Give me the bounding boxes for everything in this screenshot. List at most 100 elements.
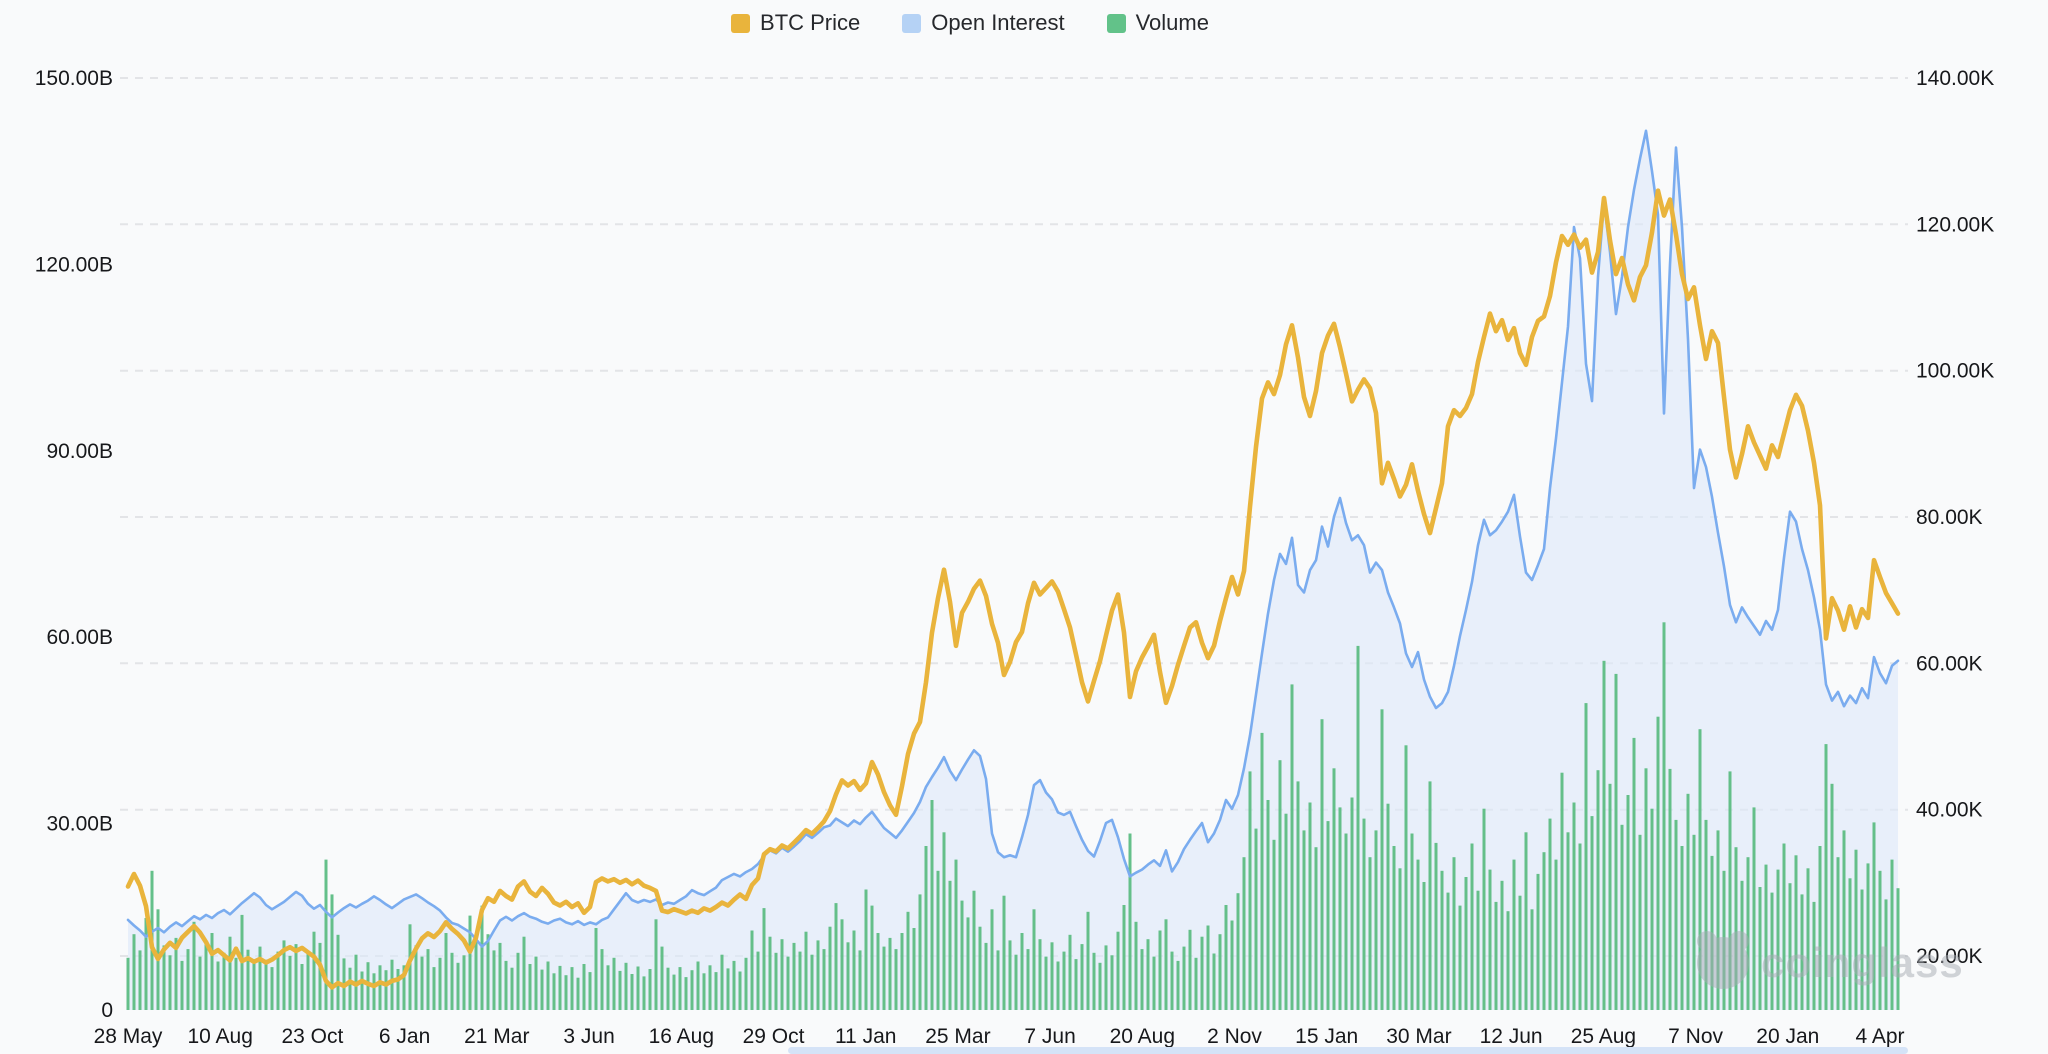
volume-bar: [1260, 732, 1264, 1010]
volume-bar: [1752, 807, 1756, 1010]
volume-bar: [870, 905, 874, 1010]
volume-bar: [1002, 895, 1006, 1010]
volume-bar: [1584, 703, 1588, 1010]
volume-bar: [1344, 833, 1348, 1010]
volume-bar: [1320, 719, 1324, 1010]
volume-bar: [552, 973, 556, 1010]
volume-bar: [1644, 768, 1648, 1010]
x-axis-label: 7 Jun: [1024, 1025, 1075, 1048]
volume-bar: [1842, 830, 1846, 1010]
volume-bar: [918, 894, 922, 1010]
volume-bar: [960, 900, 964, 1010]
x-axis-label: 2 Nov: [1207, 1025, 1262, 1048]
volume-bar: [126, 957, 130, 1010]
volume-bar: [1200, 936, 1204, 1010]
y-axis-right-label: 120.00K: [1916, 213, 1994, 236]
volume-bar: [1896, 888, 1900, 1010]
volume-bar: [1548, 818, 1552, 1010]
volume-bar: [588, 972, 592, 1010]
volume-bar: [162, 945, 166, 1010]
volume-bar: [1734, 847, 1738, 1010]
volume-bar: [606, 965, 610, 1010]
volume-bar: [1368, 857, 1372, 1010]
volume-bar: [408, 924, 412, 1010]
volume-bar: [504, 960, 508, 1010]
volume-bar: [600, 949, 604, 1010]
watermark: coinglass: [1697, 931, 1963, 989]
volume-bar: [738, 971, 742, 1010]
volume-bar: [558, 965, 562, 1010]
volume-bar: [624, 962, 628, 1010]
y-axis-right-label: 100.00K: [1916, 360, 1994, 383]
volume-bar: [1512, 859, 1516, 1010]
volume-bar: [324, 859, 328, 1010]
volume-bar: [456, 962, 460, 1010]
volume-bar: [480, 905, 484, 1010]
volume-bar: [1632, 737, 1636, 1010]
volume-bar: [414, 945, 418, 1010]
volume-bar: [672, 974, 676, 1010]
volume-bar: [1812, 901, 1816, 1010]
volume-bar: [888, 937, 892, 1010]
legend-item-volume[interactable]: Volume: [1106, 11, 1209, 35]
x-axis-label: 10 Aug: [187, 1025, 252, 1048]
volume-bar: [1770, 892, 1774, 1010]
y-axis-right-label: 80.00K: [1916, 506, 1983, 529]
volume-bar: [1398, 868, 1402, 1010]
volume-bar: [912, 928, 916, 1010]
volume-bar: [1434, 842, 1438, 1010]
y-axis-right-label: 60.00K: [1916, 652, 1983, 675]
volume-bar: [1716, 830, 1720, 1010]
volume-bar: [1890, 859, 1894, 1010]
volume-bar: [894, 949, 898, 1010]
legend-item-open-interest[interactable]: Open Interest: [902, 11, 1065, 35]
volume-bar: [138, 950, 142, 1010]
volume-bar: [360, 971, 364, 1010]
volume-bar: [690, 970, 694, 1010]
volume-bar: [1458, 905, 1462, 1010]
volume-bar: [396, 969, 400, 1010]
volume-bar: [900, 933, 904, 1010]
volume-bar: [1860, 889, 1864, 1010]
volume-bar: [762, 908, 766, 1010]
volume-bar: [1668, 768, 1672, 1010]
volume-bar: [1884, 899, 1888, 1010]
horizontal-scrollbar-thumb[interactable]: [788, 1047, 1908, 1054]
volume-bar: [1236, 893, 1240, 1010]
x-axis-label: 6 Jan: [379, 1025, 430, 1048]
btc-price-line: [125, 188, 1901, 990]
volume-bar: [312, 931, 316, 1010]
volume-bar: [420, 956, 424, 1010]
volume-bar: [462, 955, 466, 1010]
volume-bar: [1056, 961, 1060, 1010]
volume-bar: [1680, 846, 1684, 1010]
volume-bar: [1416, 859, 1420, 1010]
volume-bar: [1572, 802, 1576, 1010]
volume-bar: [1140, 949, 1144, 1010]
volume-bar: [1212, 953, 1216, 1010]
volume-bar: [1242, 857, 1246, 1010]
volume-bar: [996, 950, 1000, 1010]
volume-bar: [1074, 959, 1078, 1010]
volume-bar: [1146, 939, 1150, 1010]
volume-bar: [1878, 870, 1882, 1010]
volume-bar: [330, 894, 334, 1010]
volume-bar: [1182, 946, 1186, 1010]
volume-bar: [1266, 800, 1270, 1010]
volume-bar: [1080, 944, 1084, 1010]
volume-bar: [810, 954, 814, 1010]
volume-bar: [246, 949, 250, 1010]
volume-bar: [1782, 843, 1786, 1010]
volume-bar: [1284, 813, 1288, 1010]
volume-bar: [726, 968, 730, 1010]
volume-bar: [768, 936, 772, 1010]
volume-bar: [1188, 929, 1192, 1010]
volume-bar: [1410, 833, 1414, 1010]
volume-bar: [144, 918, 148, 1010]
legend-item-btc-price[interactable]: BTC Price: [731, 11, 860, 35]
volume-bar: [1560, 772, 1564, 1010]
volume-bar: [1578, 843, 1582, 1010]
volume-bar: [924, 846, 928, 1010]
volume-bar: [1470, 843, 1474, 1010]
